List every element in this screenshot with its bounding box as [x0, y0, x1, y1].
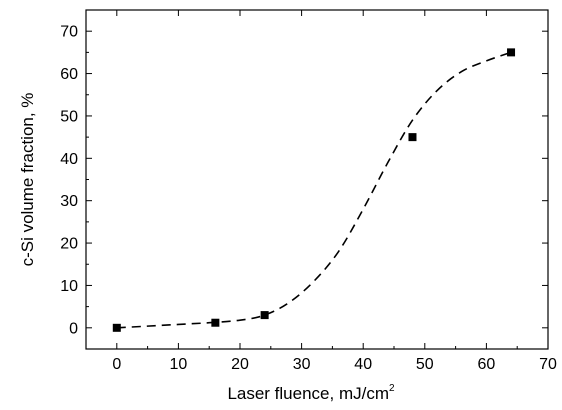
y-tick-label: 0	[69, 320, 78, 337]
data-point	[211, 318, 220, 327]
y-tick-label: 20	[60, 236, 78, 253]
ticks: 0 10 20 30 40 50 60 70 0 10 20 30 40 50 60 70	[60, 10, 557, 373]
y-tick-label: 10	[60, 278, 78, 295]
x-tick-label: 40	[354, 356, 372, 373]
x-tick-label: 70	[539, 356, 557, 373]
x-tick-label: 0	[112, 356, 121, 373]
y-tick-label: 70	[60, 24, 78, 41]
data-point	[260, 311, 269, 320]
plot-frame	[85, 9, 549, 350]
data-points	[112, 48, 516, 332]
x-tick-label: 10	[170, 356, 188, 373]
fit-curve-group	[116, 51, 512, 329]
x-axis-title-superscript: 2	[389, 383, 395, 394]
x-tick-label: 50	[416, 356, 434, 373]
y-axis-title: c-Si volume fraction, %	[18, 93, 37, 267]
data-point	[507, 48, 516, 57]
data-point	[112, 323, 121, 332]
x-tick-label: 20	[231, 356, 249, 373]
x-tick-label: 30	[293, 356, 311, 373]
x-tick-label: 60	[478, 356, 496, 373]
y-tick-label: 60	[60, 66, 78, 83]
axes	[85, 9, 549, 350]
fit-curve	[116, 51, 512, 329]
y-tick-label: 40	[60, 151, 78, 168]
data-point	[408, 133, 417, 142]
y-tick-label: 30	[60, 193, 78, 210]
x-axis-title: Laser fluence, mJ/cm2	[227, 383, 395, 403]
x-axis-title-main: Laser fluence, mJ/cm	[227, 384, 389, 403]
y-tick-label: 50	[60, 108, 78, 125]
